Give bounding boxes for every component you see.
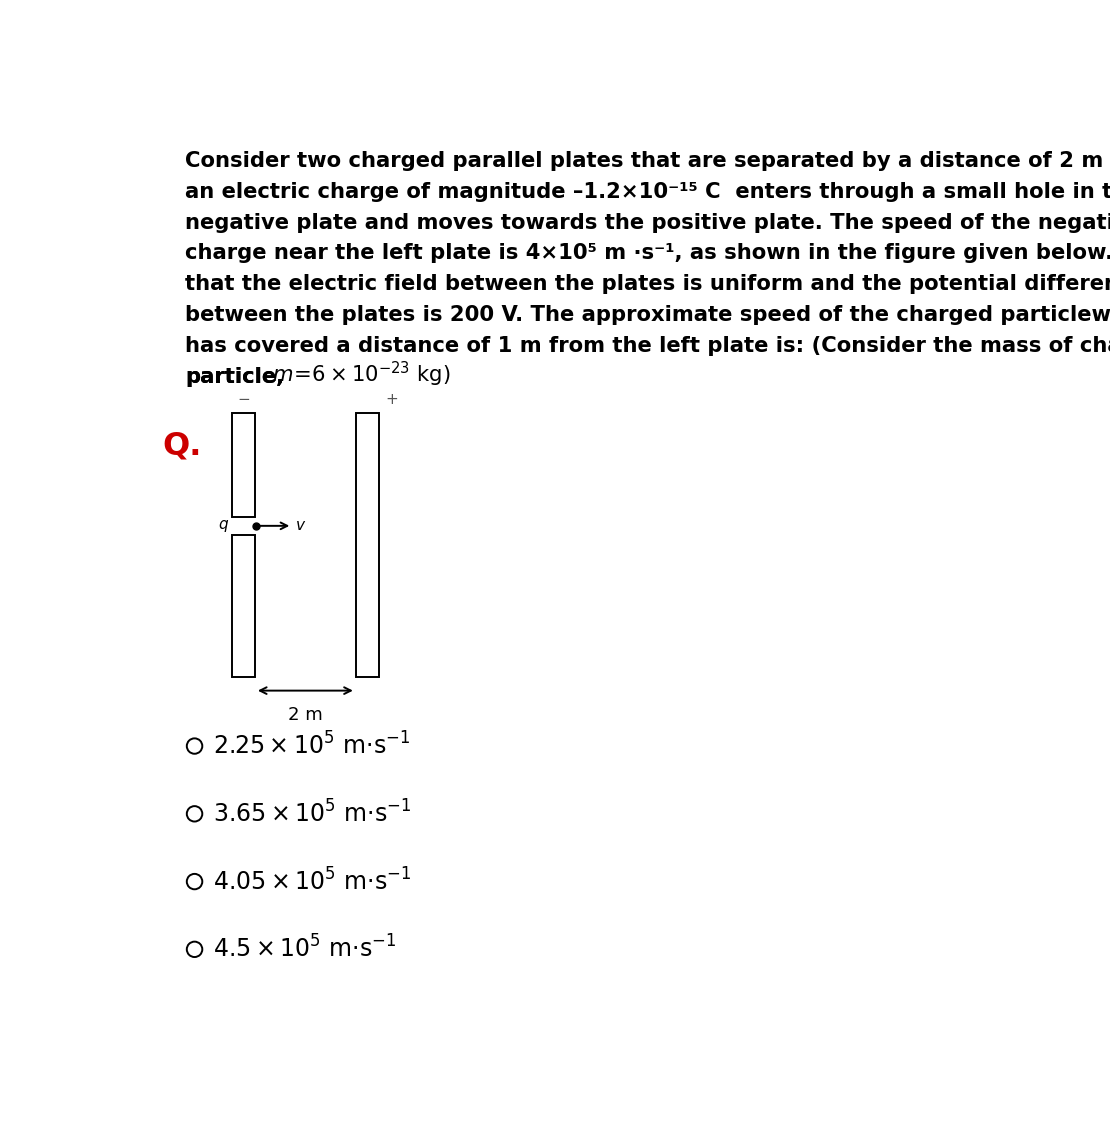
Text: charge near the left plate is 4×10⁵ m ·s⁻¹, as shown in the figure given below. : charge near the left plate is 4×10⁵ m ·s… bbox=[185, 243, 1110, 263]
Text: $2.25\times10^{5}\ \mathrm{m{\cdot}s}^{-1}$: $2.25\times10^{5}\ \mathrm{m{\cdot}s}^{-… bbox=[213, 732, 411, 760]
Text: has covered a distance of 1 m from the left plate is: (Consider the mass of char: has covered a distance of 1 m from the l… bbox=[185, 336, 1110, 356]
Bar bbox=[232, 535, 255, 677]
Bar bbox=[355, 413, 379, 677]
Text: particle,: particle, bbox=[185, 366, 284, 387]
Text: $4.05\times10^{5}\ \mathrm{m{\cdot}s}^{-1}$: $4.05\times10^{5}\ \mathrm{m{\cdot}s}^{-… bbox=[213, 868, 412, 895]
Text: +: + bbox=[385, 393, 398, 408]
Text: that the electric field between the plates is uniform and the potential differen: that the electric field between the plat… bbox=[185, 274, 1110, 294]
Text: $4.5\times10^{5}\ \mathrm{m{\cdot}s}^{-1}$: $4.5\times10^{5}\ \mathrm{m{\cdot}s}^{-1… bbox=[213, 936, 396, 963]
Text: −: − bbox=[238, 393, 250, 408]
Text: an electric charge of magnitude –1.2×10⁻¹⁵ C  enters through a small hole in the: an electric charge of magnitude –1.2×10⁻… bbox=[185, 181, 1110, 202]
Text: Consider two charged parallel plates that are separated by a distance of 2 m in : Consider two charged parallel plates tha… bbox=[185, 152, 1110, 171]
Text: particle,: particle, bbox=[185, 366, 284, 387]
Text: $3.65\times10^{5}\ \mathrm{m{\cdot}s}^{-1}$: $3.65\times10^{5}\ \mathrm{m{\cdot}s}^{-… bbox=[213, 800, 412, 828]
Text: negative plate and moves towards the positive plate. The speed of the negative: negative plate and moves towards the pos… bbox=[185, 212, 1110, 233]
Text: 2 m: 2 m bbox=[287, 706, 323, 724]
Text: $m\!=\!6\times10^{-23}$ kg): $m\!=\!6\times10^{-23}$ kg) bbox=[272, 360, 451, 389]
Text: between the plates is 200 V. The approximate speed of the charged particlewhen i: between the plates is 200 V. The approxi… bbox=[185, 305, 1110, 325]
Text: Q.: Q. bbox=[162, 430, 201, 461]
Text: $v$: $v$ bbox=[295, 519, 306, 534]
Text: $q$: $q$ bbox=[218, 518, 229, 534]
Bar bbox=[232, 413, 255, 517]
